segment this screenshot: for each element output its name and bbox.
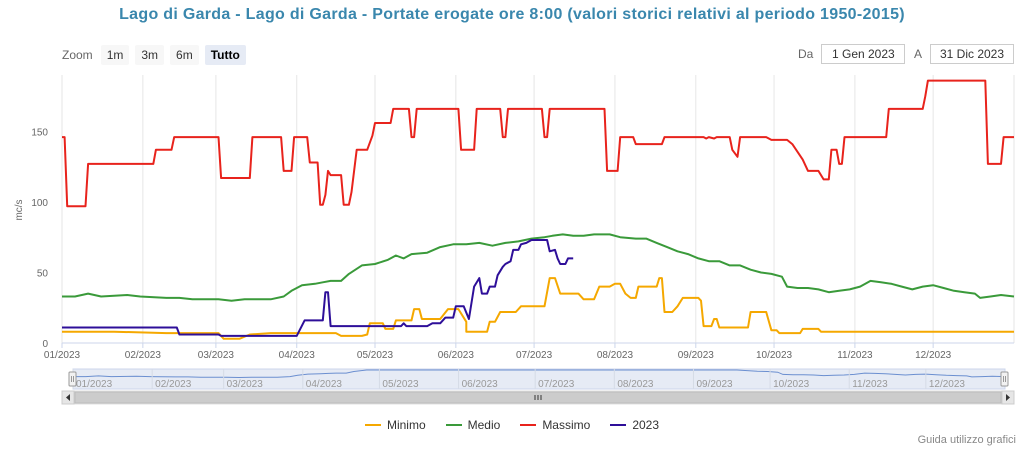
zoom-selector: Zoom 1m 3m 6m Tutto bbox=[62, 45, 252, 65]
x-tick-label: 07/2023 bbox=[516, 350, 553, 361]
chart-guide-link[interactable]: Guida utilizzo grafici bbox=[917, 434, 1016, 446]
x-tick-label: 12/2023 bbox=[915, 350, 952, 361]
x-tick-label: 05/2023 bbox=[357, 350, 394, 361]
legend-swatch-minimo bbox=[364, 424, 381, 426]
range-to: A 31 Dic 2023 bbox=[914, 44, 1015, 64]
navigator-tick-label: 06/2023 bbox=[462, 379, 499, 390]
navigator: 01/2023 02/2023 03/2023 04/2023 05/2023 06/20… bbox=[61, 368, 1015, 405]
zoom-6m-button[interactable]: 6m bbox=[170, 45, 199, 65]
navigator-tick-label: 01/2023 bbox=[76, 379, 113, 390]
navigator-tick-label: 08/2023 bbox=[617, 379, 654, 390]
series-line-medio bbox=[62, 233, 1015, 302]
x-tick-label: 09/2023 bbox=[678, 350, 715, 361]
legend-swatch-massimo bbox=[520, 424, 537, 426]
zoom-all-button[interactable]: Tutto bbox=[204, 45, 246, 65]
legend-item-massimo[interactable]: Massimo bbox=[520, 418, 590, 432]
navigator-tick-label: 11/2023 bbox=[852, 379, 888, 390]
navigator-series bbox=[73, 369, 1006, 379]
navigator-tick-label: 03/2023 bbox=[227, 379, 264, 390]
legend-item-2023[interactable]: 2023 bbox=[610, 418, 659, 432]
navigator-tick-label: 07/2023 bbox=[538, 379, 575, 390]
x-tick-label: 11/2023 bbox=[837, 350, 873, 361]
legend-item-medio[interactable]: Medio bbox=[445, 418, 501, 432]
y-axis-label: mc/s bbox=[14, 199, 25, 220]
navigator-handle-left[interactable] bbox=[68, 371, 77, 387]
legend-label-minimo: Minimo bbox=[386, 418, 426, 432]
legend: Minimo Medio Massimo 2023 bbox=[0, 418, 1024, 432]
y-axis-ticks: 0 50 100 150 bbox=[31, 127, 48, 350]
navigator-tick-label: 02/2023 bbox=[155, 379, 192, 390]
x-tick-label: 03/2023 bbox=[198, 350, 235, 361]
navigator-tick-label: 12/2023 bbox=[929, 379, 966, 390]
x-axis-ticks: 01/2023 02/2023 03/2023 04/2023 05/2023 06/20… bbox=[44, 343, 952, 361]
x-tick-label: 02/2023 bbox=[125, 350, 162, 361]
navigator-tick-label: 04/2023 bbox=[306, 379, 343, 390]
chart-grid bbox=[61, 75, 1015, 344]
legend-label-medio: Medio bbox=[467, 418, 501, 432]
navigator-tick-label: 05/2023 bbox=[382, 379, 419, 390]
legend-label-2023: 2023 bbox=[632, 418, 660, 432]
arrow-right-icon bbox=[1006, 394, 1010, 401]
range-from: Da 1 Gen 2023 bbox=[798, 44, 906, 64]
y-tick-label: 150 bbox=[31, 127, 48, 138]
x-tick-label: 08/2023 bbox=[597, 350, 634, 361]
zoom-3m-button[interactable]: 3m bbox=[135, 45, 165, 65]
series-lines bbox=[62, 79, 1015, 340]
range-from-label: Da bbox=[798, 47, 814, 61]
legend-swatch-2023 bbox=[610, 424, 627, 426]
arrow-left-icon bbox=[66, 394, 70, 401]
navigator-tick-label: 10/2023 bbox=[773, 379, 810, 390]
zoom-label: Zoom bbox=[62, 48, 93, 62]
x-tick-label: 04/2023 bbox=[279, 350, 316, 361]
range-to-label: A bbox=[914, 47, 923, 61]
series-line-massimo bbox=[62, 79, 1014, 208]
navigator-handle-right[interactable] bbox=[1000, 371, 1009, 387]
range-to-input[interactable]: 31 Dic 2023 bbox=[930, 44, 1015, 64]
y-tick-label: 0 bbox=[42, 339, 48, 350]
legend-swatch-medio bbox=[445, 424, 462, 426]
y-tick-label: 100 bbox=[31, 198, 48, 209]
y-tick-label: 50 bbox=[37, 268, 49, 279]
series-line-minimo bbox=[62, 277, 1014, 340]
chart-title: Lago di Garda - Lago di Garda - Portate … bbox=[119, 6, 905, 23]
range-from-input[interactable]: 1 Gen 2023 bbox=[821, 44, 906, 64]
x-tick-label: 01/2023 bbox=[44, 350, 81, 361]
zoom-1m-button[interactable]: 1m bbox=[100, 45, 130, 65]
series-line-2023 bbox=[62, 239, 574, 337]
x-tick-label: 06/2023 bbox=[438, 350, 475, 361]
legend-label-massimo: Massimo bbox=[542, 418, 591, 432]
legend-item-minimo[interactable]: Minimo bbox=[364, 418, 426, 432]
navigator-tick-label: 09/2023 bbox=[696, 379, 733, 390]
x-tick-label: 10/2023 bbox=[756, 350, 793, 361]
